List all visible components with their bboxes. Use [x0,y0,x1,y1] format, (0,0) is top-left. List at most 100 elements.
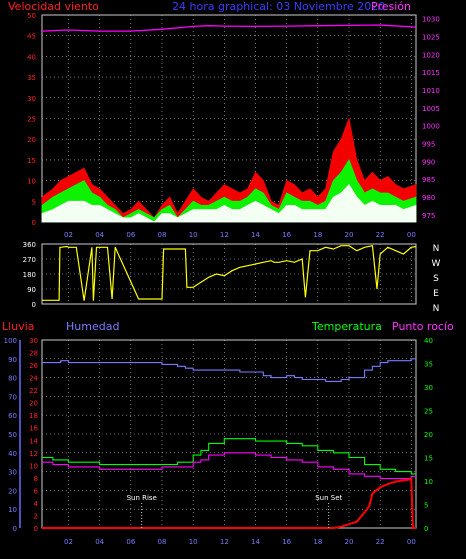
humidity-line [42,358,416,382]
y-tick-label-rain-13: 26 [29,362,38,370]
y-tick-label-rain-3: 6 [34,487,39,495]
rain-label: Lluvia [2,320,34,333]
y-tick-label-wind-4: 20 [27,136,36,144]
y-tick-label-direction-4: 360 [23,241,36,249]
compass-label-2: S [433,274,439,284]
y-tick-label-humidity-5: 50 [8,431,17,439]
y-tick-label-temperature-3: 15 [424,455,433,463]
y-tick-label-rain-8: 16 [29,425,38,433]
y-tick-label-wind-0: 0 [32,219,36,227]
x-tick-label-p3-8: 18 [313,538,322,546]
x-tick-label-p1-3: 08 [158,231,167,239]
y-tick-label-wind-10: 50 [27,12,36,20]
y-tick-label-direction-3: 270 [23,256,36,264]
x-tick-label-p3-4: 10 [189,538,198,546]
y-tick-label-rain-0: 0 [34,525,38,533]
y-tick-label-pressure-5: 1000 [422,123,440,131]
y-tick-label-temperature-0: 0 [424,525,428,533]
y-tick-label-direction-2: 180 [23,271,36,279]
y-tick-label-temperature-8: 40 [424,337,433,345]
y-tick-label-rain-9: 18 [29,412,38,420]
y-tick-label-pressure-6: 1005 [422,105,440,113]
x-tick-label-p1-8: 18 [313,231,322,239]
humidity-label: Humedad [66,320,119,333]
y-tick-label-pressure-8: 1015 [422,69,440,77]
wind-direction-line [42,244,417,301]
x-tick-label-p1-7: 16 [282,231,291,239]
y-tick-label-direction-0: 0 [32,301,36,309]
y-tick-label-humidity-0: 0 [13,525,17,533]
wind-average-area [41,159,417,223]
y-tick-label-humidity-3: 30 [8,469,17,477]
sunrise-label: Sun Rise [127,494,157,502]
x-tick-label-p1-4: 10 [189,231,198,239]
y-tick-label-temperature-1: 5 [424,502,428,510]
x-tick-label-p3-7: 16 [282,538,291,546]
y-tick-label-rain-12: 24 [29,375,38,383]
y-tick-label-pressure-0: 975 [422,212,435,220]
y-tick-label-rain-7: 14 [29,437,38,445]
y-tick-label-temperature-2: 10 [424,478,433,486]
y-tick-label-humidity-10: 100 [4,337,17,345]
compass-label-4: N [433,304,440,314]
compass-label-1: W [432,259,441,269]
x-tick-label-p3-9: 20 [345,538,354,546]
x-tick-label-p1-0: 02 [64,231,73,239]
x-tick-label-p3-2: 06 [126,538,135,546]
y-tick-label-rain-2: 4 [34,500,39,508]
y-tick-label-rain-5: 10 [29,462,38,470]
y-tick-label-humidity-1: 10 [8,506,17,514]
y-tick-label-pressure-3: 990 [422,158,435,166]
y-tick-label-pressure-9: 1020 [422,51,440,59]
y-tick-label-direction-1: 90 [27,286,36,294]
x-tick-label-p1-9: 20 [345,231,354,239]
y-tick-label-humidity-8: 80 [8,375,17,383]
pressure-line [41,24,417,32]
y-tick-label-humidity-2: 20 [8,487,17,495]
x-tick-label-p3-0: 02 [64,538,73,546]
x-tick-label-p3-11: 00 [407,538,416,546]
x-tick-label-p1-6: 14 [251,231,260,239]
y-tick-label-wind-3: 15 [27,157,36,165]
y-tick-label-rain-10: 20 [29,400,38,408]
temperature-label: Temperatura [311,320,382,333]
compass-label-3: E [433,289,439,299]
y-tick-label-rain-6: 12 [29,450,38,458]
y-tick-label-humidity-7: 70 [8,393,17,401]
compass-label-0: N [433,244,440,254]
y-tick-label-rain-1: 2 [34,512,38,520]
temperature-line [42,438,416,475]
x-tick-label-p1-11: 00 [407,231,416,239]
y-tick-label-humidity-4: 40 [8,450,17,458]
y-tick-label-pressure-10: 1025 [422,33,440,41]
y-tick-label-wind-6: 30 [27,95,36,103]
y-tick-label-pressure-11: 1030 [422,16,440,24]
y-tick-label-humidity-9: 90 [8,356,17,364]
sunset-label: Sun Set [315,494,342,502]
wind-speed-label: Velocidad viento [8,0,99,13]
pressure-label: Presión [371,0,411,13]
y-tick-label-wind-8: 40 [27,53,36,61]
y-tick-label-pressure-4: 995 [422,140,435,148]
y-tick-label-wind-7: 35 [27,74,36,82]
y-tick-label-temperature-4: 20 [424,431,433,439]
wind-gust-area [41,117,417,223]
rain-line [42,477,416,529]
y-tick-label-pressure-2: 985 [422,176,435,184]
y-tick-label-wind-2: 10 [27,178,36,186]
y-tick-label-rain-4: 8 [34,475,38,483]
y-tick-label-wind-9: 45 [27,33,36,41]
x-tick-label-p1-2: 06 [126,231,135,239]
y-tick-label-pressure-1: 980 [422,194,435,202]
x-tick-label-p1-5: 12 [220,231,229,239]
x-tick-label-p3-3: 08 [158,538,167,546]
wind-base-area [41,184,417,223]
y-tick-label-temperature-7: 35 [424,361,433,369]
y-tick-label-rain-15: 30 [29,337,38,345]
dewpoint-label: Punto rocío [392,320,454,333]
x-tick-label-p3-5: 12 [220,538,229,546]
